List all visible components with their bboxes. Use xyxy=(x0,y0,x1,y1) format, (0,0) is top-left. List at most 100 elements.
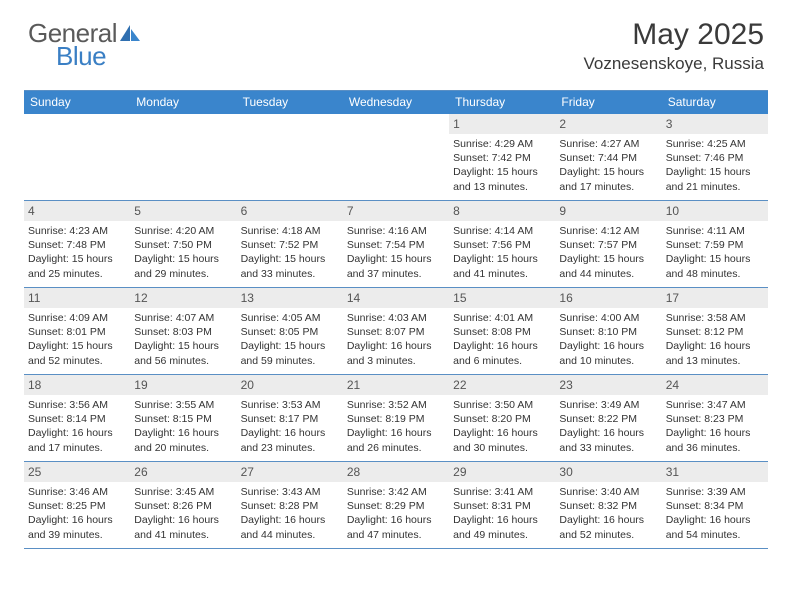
sunset-text: Sunset: 7:59 PM xyxy=(666,238,764,252)
sunset-text: Sunset: 8:23 PM xyxy=(666,412,764,426)
day-details: Sunrise: 4:20 AMSunset: 7:50 PMDaylight:… xyxy=(134,224,232,281)
day-number: 30 xyxy=(555,462,661,482)
daylight-text: Daylight: 15 hours and 41 minutes. xyxy=(453,252,551,280)
day-number: 7 xyxy=(343,201,449,221)
day-header-cell: Thursday xyxy=(449,91,555,114)
sunrise-text: Sunrise: 3:49 AM xyxy=(559,398,657,412)
day-number: 13 xyxy=(237,288,343,308)
day-number: 21 xyxy=(343,375,449,395)
day-cell: 2Sunrise: 4:27 AMSunset: 7:44 PMDaylight… xyxy=(555,114,661,200)
day-details: Sunrise: 3:41 AMSunset: 8:31 PMDaylight:… xyxy=(453,485,551,542)
sunset-text: Sunset: 8:20 PM xyxy=(453,412,551,426)
sunset-text: Sunset: 8:01 PM xyxy=(28,325,126,339)
day-details: Sunrise: 4:07 AMSunset: 8:03 PMDaylight:… xyxy=(134,311,232,368)
sunset-text: Sunset: 8:29 PM xyxy=(347,499,445,513)
day-number: 2 xyxy=(555,114,661,134)
day-details: Sunrise: 3:43 AMSunset: 8:28 PMDaylight:… xyxy=(241,485,339,542)
day-number: 3 xyxy=(662,114,768,134)
sunrise-text: Sunrise: 4:05 AM xyxy=(241,311,339,325)
day-cell: 11Sunrise: 4:09 AMSunset: 8:01 PMDayligh… xyxy=(24,288,130,374)
sunset-text: Sunset: 7:46 PM xyxy=(666,151,764,165)
day-cell: 30Sunrise: 3:40 AMSunset: 8:32 PMDayligh… xyxy=(555,462,661,548)
sunrise-text: Sunrise: 3:50 AM xyxy=(453,398,551,412)
sunrise-text: Sunrise: 3:56 AM xyxy=(28,398,126,412)
sunrise-text: Sunrise: 3:52 AM xyxy=(347,398,445,412)
sunrise-text: Sunrise: 3:43 AM xyxy=(241,485,339,499)
daylight-text: Daylight: 16 hours and 26 minutes. xyxy=(347,426,445,454)
day-cell: 4Sunrise: 4:23 AMSunset: 7:48 PMDaylight… xyxy=(24,201,130,287)
day-details: Sunrise: 4:00 AMSunset: 8:10 PMDaylight:… xyxy=(559,311,657,368)
day-number: 23 xyxy=(555,375,661,395)
sunrise-text: Sunrise: 4:12 AM xyxy=(559,224,657,238)
day-cell: 13Sunrise: 4:05 AMSunset: 8:05 PMDayligh… xyxy=(237,288,343,374)
day-details: Sunrise: 3:45 AMSunset: 8:26 PMDaylight:… xyxy=(134,485,232,542)
daylight-text: Daylight: 16 hours and 39 minutes. xyxy=(28,513,126,541)
day-cell: 15Sunrise: 4:01 AMSunset: 8:08 PMDayligh… xyxy=(449,288,555,374)
daylight-text: Daylight: 16 hours and 36 minutes. xyxy=(666,426,764,454)
sunset-text: Sunset: 8:19 PM xyxy=(347,412,445,426)
sunrise-text: Sunrise: 3:47 AM xyxy=(666,398,764,412)
sunrise-text: Sunrise: 3:41 AM xyxy=(453,485,551,499)
daylight-text: Daylight: 15 hours and 59 minutes. xyxy=(241,339,339,367)
sunrise-text: Sunrise: 3:55 AM xyxy=(134,398,232,412)
day-details: Sunrise: 4:29 AMSunset: 7:42 PMDaylight:… xyxy=(453,137,551,194)
daylight-text: Daylight: 15 hours and 25 minutes. xyxy=(28,252,126,280)
day-cell: 12 Sunrise: 4:07 AMSunset: 8:03 PMDayligh… xyxy=(130,288,236,374)
sunset-text: Sunset: 7:48 PM xyxy=(28,238,126,252)
daylight-text: Daylight: 15 hours and 17 minutes. xyxy=(559,165,657,193)
day-number: 27 xyxy=(237,462,343,482)
day-cell: 21 Sunrise: 3:52 AMSunset: 8:19 PMDayligh… xyxy=(343,375,449,461)
sunset-text: Sunset: 8:14 PM xyxy=(28,412,126,426)
day-header-cell: Monday xyxy=(130,91,236,114)
sunrise-text: Sunrise: 4:27 AM xyxy=(559,137,657,151)
daylight-text: Daylight: 15 hours and 21 minutes. xyxy=(666,165,764,193)
day-number: 10 xyxy=(662,201,768,221)
daylight-text: Daylight: 16 hours and 44 minutes. xyxy=(241,513,339,541)
sunrise-text: Sunrise: 4:23 AM xyxy=(28,224,126,238)
day-details: Sunrise: 3:55 AMSunset: 8:15 PMDaylight:… xyxy=(134,398,232,455)
daylight-text: Daylight: 15 hours and 13 minutes. xyxy=(453,165,551,193)
sunrise-text: Sunrise: 3:46 AM xyxy=(28,485,126,499)
day-number: 22 xyxy=(449,375,555,395)
day-cell: 8Sunrise: 4:14 AMSunset: 7:56 PMDaylight… xyxy=(449,201,555,287)
day-header-cell: Saturday xyxy=(662,91,768,114)
sunset-text: Sunset: 8:10 PM xyxy=(559,325,657,339)
day-number: 12 xyxy=(130,288,236,308)
day-number: 20 xyxy=(237,375,343,395)
day-number: 17 xyxy=(662,288,768,308)
day-details: Sunrise: 4:03 AMSunset: 8:07 PMDaylight:… xyxy=(347,311,445,368)
sunset-text: Sunset: 8:25 PM xyxy=(28,499,126,513)
week-row: 18Sunrise: 3:56 AMSunset: 8:14 PMDayligh… xyxy=(24,375,768,462)
sunrise-text: Sunrise: 4:18 AM xyxy=(241,224,339,238)
day-details: Sunrise: 4:23 AMSunset: 7:48 PMDaylight:… xyxy=(28,224,126,281)
location-subtitle: Voznesenskoye, Russia xyxy=(584,54,765,74)
day-cell: 24Sunrise: 3:47 AMSunset: 8:23 PMDayligh… xyxy=(662,375,768,461)
week-row: 4Sunrise: 4:23 AMSunset: 7:48 PMDaylight… xyxy=(24,201,768,288)
day-details: Sunrise: 3:52 AMSunset: 8:19 PMDaylight:… xyxy=(347,398,445,455)
sunrise-text: Sunrise: 4:29 AM xyxy=(453,137,551,151)
sunrise-text: Sunrise: 4:03 AM xyxy=(347,311,445,325)
week-row: 11Sunrise: 4:09 AMSunset: 8:01 PMDayligh… xyxy=(24,288,768,375)
day-details: Sunrise: 3:53 AMSunset: 8:17 PMDaylight:… xyxy=(241,398,339,455)
day-details: Sunrise: 4:14 AMSunset: 7:56 PMDaylight:… xyxy=(453,224,551,281)
day-header-row: Sunday Monday Tuesday Wednesday Thursday… xyxy=(24,91,768,114)
daylight-text: Daylight: 16 hours and 13 minutes. xyxy=(666,339,764,367)
sunset-text: Sunset: 8:03 PM xyxy=(134,325,232,339)
day-cell xyxy=(237,114,343,200)
brand-sail-icon xyxy=(119,24,141,47)
day-number: 26 xyxy=(130,462,236,482)
daylight-text: Daylight: 16 hours and 30 minutes. xyxy=(453,426,551,454)
day-cell xyxy=(24,114,130,200)
sunrise-text: Sunrise: 4:14 AM xyxy=(453,224,551,238)
day-header-cell: Sunday xyxy=(24,91,130,114)
daylight-text: Daylight: 15 hours and 52 minutes. xyxy=(28,339,126,367)
day-number: 5 xyxy=(130,201,236,221)
day-details: Sunrise: 4:18 AMSunset: 7:52 PMDaylight:… xyxy=(241,224,339,281)
daylight-text: Daylight: 15 hours and 48 minutes. xyxy=(666,252,764,280)
day-details: Sunrise: 3:42 AMSunset: 8:29 PMDaylight:… xyxy=(347,485,445,542)
day-number: 25 xyxy=(24,462,130,482)
day-details: Sunrise: 3:56 AMSunset: 8:14 PMDaylight:… xyxy=(28,398,126,455)
day-cell: 25 Sunrise: 3:46 AMSunset: 8:25 PMDayligh… xyxy=(24,462,130,548)
daylight-text: Daylight: 16 hours and 47 minutes. xyxy=(347,513,445,541)
daylight-text: Daylight: 16 hours and 41 minutes. xyxy=(134,513,232,541)
